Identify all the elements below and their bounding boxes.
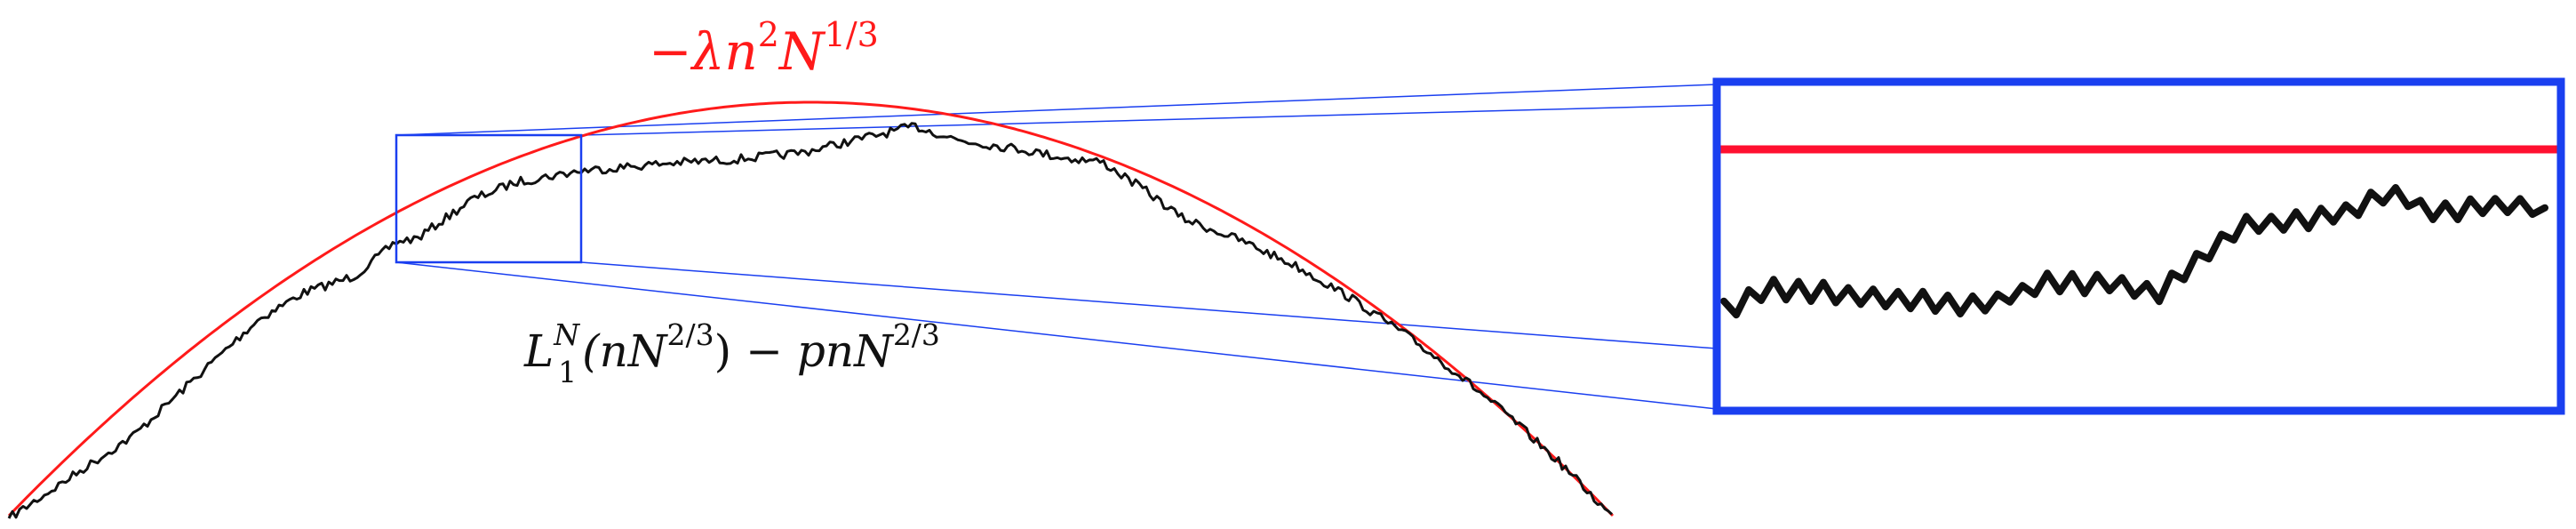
parabola-label-mid: N (778, 21, 826, 82)
process-label-sub: 1 (558, 355, 577, 389)
parabola-label-lead: −λn (649, 21, 758, 82)
parabola-label-exp2: 1/3 (825, 15, 879, 54)
random-walk-path (7, 122, 1614, 519)
process-label-arg-exp: 2/3 (667, 317, 714, 352)
process-label-L: L (523, 325, 554, 377)
projection-line-3 (580, 261, 1718, 349)
zoom-inset-frame (1712, 77, 2565, 415)
zoom-inset-walk-path (1720, 184, 2548, 319)
projection-line-2 (580, 104, 1718, 136)
parabola-label-exp1: 2 (758, 15, 779, 54)
process-label-sup: N (553, 317, 580, 352)
process-label-arg-close: ) (714, 325, 732, 377)
process-label: LN 1 (nN2/3) − pnN2/3 (523, 317, 940, 389)
process-label-minus: − pnN (731, 325, 895, 377)
projection-line-4 (395, 261, 1718, 410)
parabola-curve (7, 100, 1615, 517)
zoom-projection-lines (395, 84, 1718, 410)
zoom-source-rect (395, 133, 583, 264)
parabola-label: −λn2N1/3 (649, 15, 879, 82)
process-label-tail-exp: 2/3 (893, 317, 940, 352)
process-label-arg-open: (nN (582, 325, 669, 377)
zoom-inset (1712, 77, 2565, 415)
